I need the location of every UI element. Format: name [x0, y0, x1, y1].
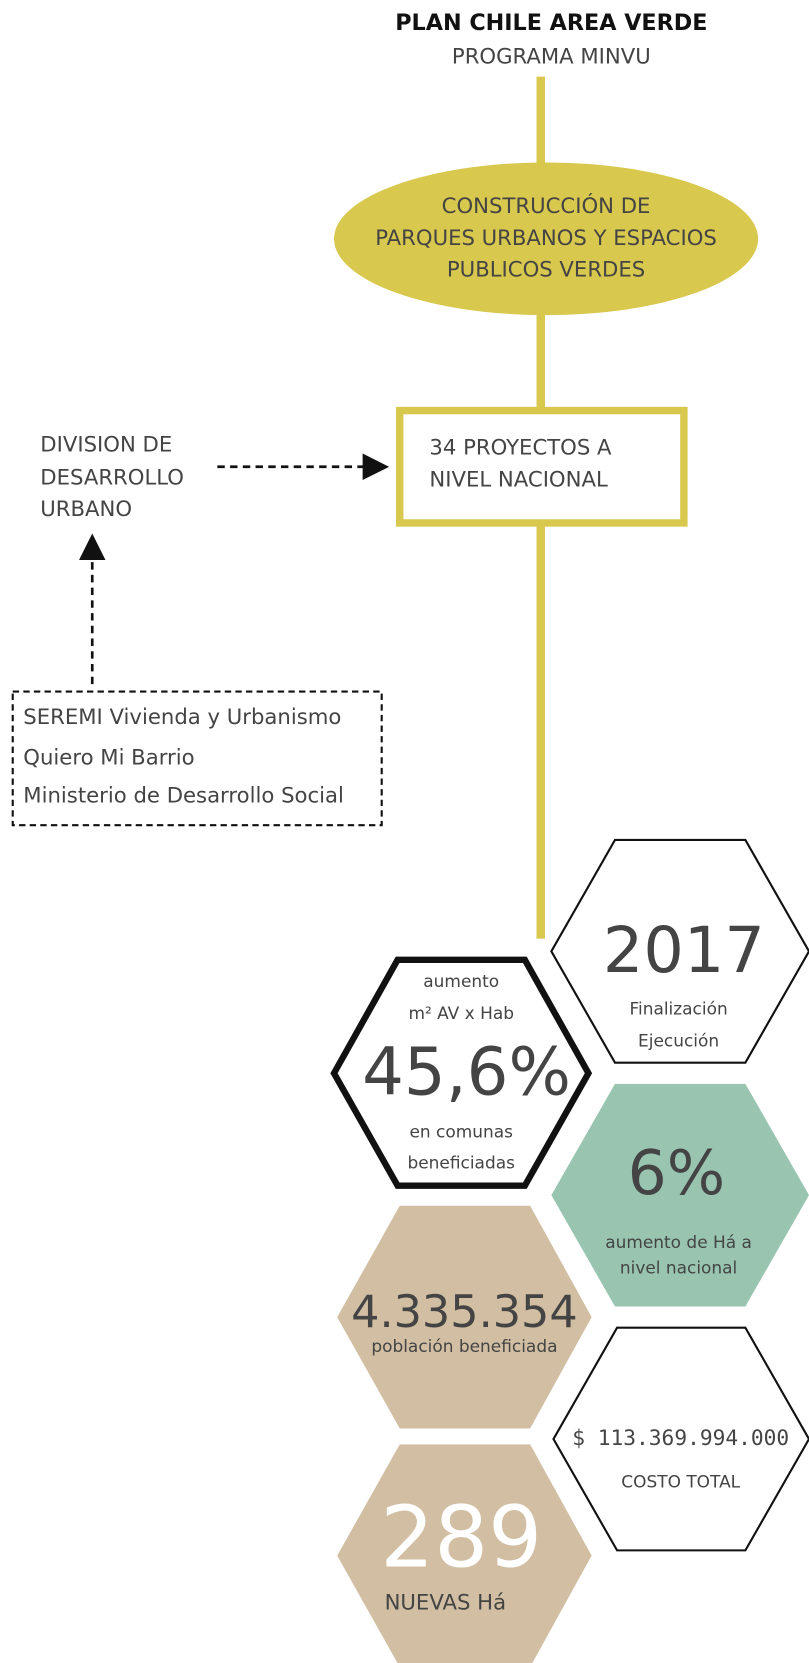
hexagon: [552, 1326, 809, 1552]
box: [396, 406, 688, 527]
ellipse-text: CONSTRUCCIÓN DE: [442, 193, 651, 218]
partner: Quiero Mi Barrio: [23, 744, 194, 769]
ellipse-text: PARQUES URBANOS Y ESPACIOS: [375, 225, 717, 250]
stat-label: en comunas: [409, 1122, 512, 1142]
stat-label: aumento: [423, 971, 499, 991]
stat-label: m² AV x Hab: [408, 1003, 514, 1023]
box-text: NIVEL NACIONAL: [429, 467, 608, 492]
stat-value: 45,6%: [362, 1033, 571, 1110]
stat-label: nivel nacional: [620, 1257, 737, 1277]
ellipse-text: PUBLICOS VERDES: [447, 257, 645, 282]
ellipse: [333, 162, 759, 316]
partners-box: [11, 690, 383, 827]
hexagon: [337, 1205, 592, 1429]
division-text: URBANO: [40, 496, 132, 521]
stat-value: $ 113.369.994.000: [572, 1425, 789, 1450]
stat-value: 4.335.354: [351, 1286, 578, 1338]
stat-label: NUEVAS Há: [385, 1589, 506, 1614]
hexagon: [551, 1083, 809, 1307]
division-text: DESARROLLO: [40, 464, 184, 489]
stat-label: aumento de Há a: [605, 1232, 752, 1252]
partner: Ministerio de Desarrollo Social: [23, 783, 344, 808]
stat-value: 6%: [628, 1137, 726, 1209]
stat-label: Ejecución: [638, 1030, 719, 1050]
stat-value: 2017: [603, 914, 765, 988]
division-text: DIVISION DE: [40, 432, 172, 457]
title: PLAN CHILE AREA VERDE: [395, 10, 707, 36]
subtitle: PROGRAMA MINVU: [452, 43, 651, 68]
hexagon: [550, 838, 809, 1064]
hexagon: [337, 1444, 592, 1663]
box-text: 34 PROYECTOS A: [429, 435, 612, 460]
partner: SEREMI Vivienda y Urbanismo: [23, 704, 341, 729]
stat-label: Finalización: [629, 999, 727, 1019]
hexagon: [330, 956, 593, 1189]
stat-label: beneficiadas: [407, 1152, 514, 1172]
stat-label: COSTO TOTAL: [621, 1472, 740, 1492]
stat-value: 289: [380, 1488, 542, 1587]
stat-label: población beneficiada: [371, 1336, 557, 1356]
